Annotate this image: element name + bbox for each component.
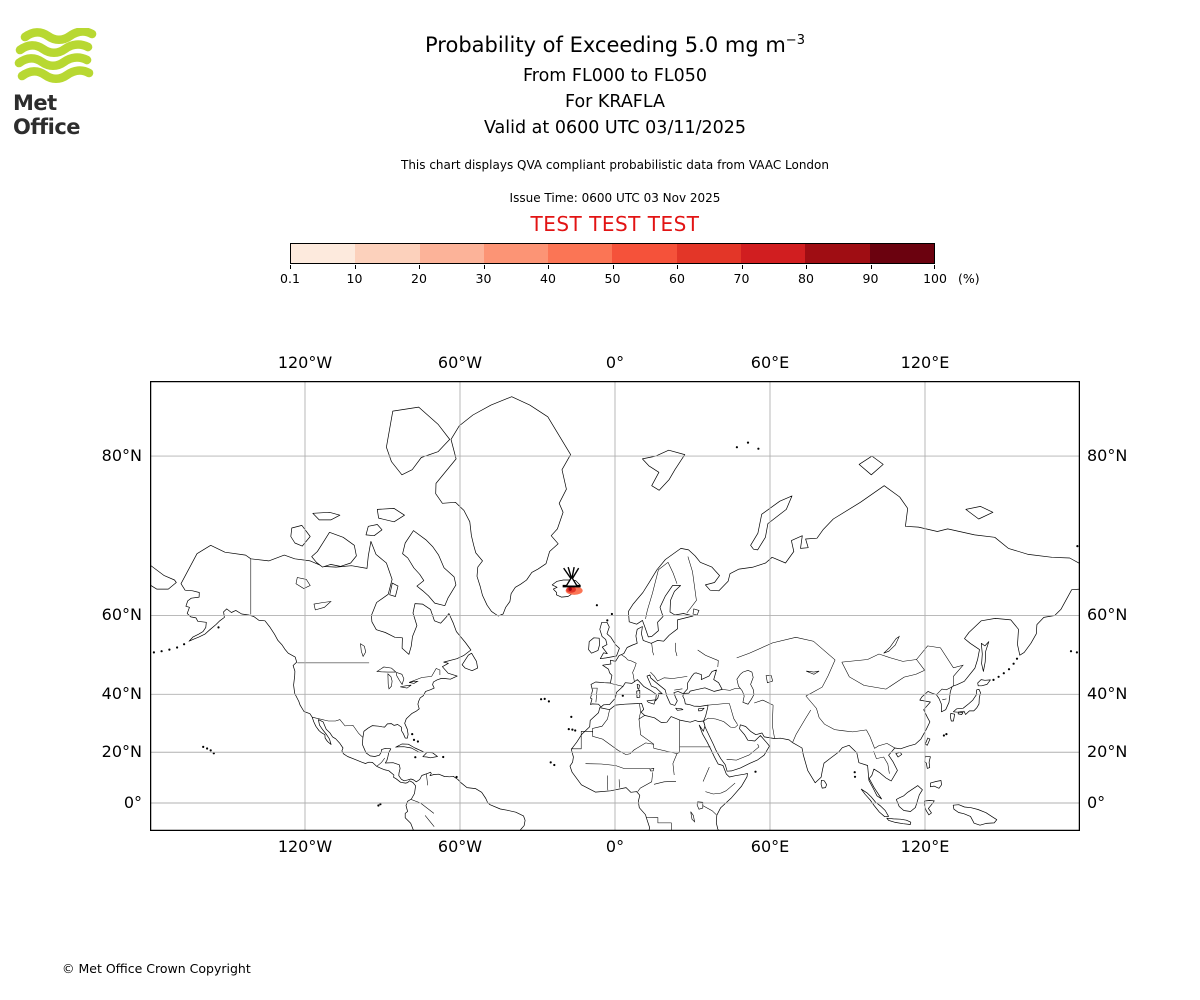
valid-time-line: Valid at 0600 UTC 03/11/2025	[483, 118, 747, 138]
country-borders	[250, 556, 964, 831]
met-office-waves-icon	[14, 27, 97, 84]
colorbar-segment	[548, 244, 613, 263]
coastlines	[150, 396, 1080, 831]
colorbar-tick	[548, 265, 549, 269]
colorbar-tick-label: 60	[669, 271, 685, 286]
colorbar-tick	[354, 265, 356, 269]
lat-label-left: 80°N	[101, 446, 142, 466]
colorbar-segment	[483, 244, 549, 263]
exceedance-probability-region	[565, 586, 583, 595]
lon-label-top: 120°W	[277, 353, 333, 372]
lon-label-bottom: 0°	[605, 837, 625, 856]
colorbar-strip	[290, 243, 935, 264]
colorbar-segment	[612, 244, 677, 263]
lon-label-bottom: 60°E	[750, 837, 790, 856]
colorbar-segment	[419, 244, 484, 263]
lat-label-left: 40°N	[101, 684, 142, 704]
colorbar-tick	[612, 265, 614, 269]
lat-label-right: 0°	[1087, 793, 1106, 812]
lon-label-top: 60°W	[437, 353, 483, 372]
colorbar-segment	[676, 244, 742, 263]
lon-label-bottom: 60°W	[437, 837, 483, 856]
lat-label-right: 60°N	[1087, 605, 1128, 625]
world-map	[150, 381, 1080, 831]
title-text: Probability of Exceeding 5.0 mg m	[425, 33, 786, 57]
flight-level-line: From FL000 to FL050	[522, 66, 708, 86]
colorbar-tick-label: 20	[411, 271, 427, 286]
colorbar-tick	[806, 265, 807, 269]
lat-label-right: 80°N	[1087, 446, 1128, 466]
issue-time: Issue Time: 0600 UTC 03 Nov 2025	[509, 191, 721, 205]
lon-label-bottom: 120°E	[900, 837, 950, 856]
lat-label-left: 60°N	[101, 605, 142, 625]
colorbar-tick	[419, 265, 420, 269]
lat-label-left: 20°N	[101, 742, 142, 762]
lon-label-top: 0°	[605, 353, 625, 372]
small-islands	[152, 441, 1079, 807]
probability-colorbar: (%) 0.1 10 20 30 40 50 60 70 80 90 100	[280, 243, 980, 288]
colorbar-unit-label: (%)	[958, 271, 980, 286]
graticule	[150, 381, 1080, 831]
colorbar-tick	[483, 265, 485, 269]
colorbar-tick-label: 50	[604, 271, 621, 286]
colorbar-tick	[677, 265, 678, 269]
colorbar-tick-label: 90	[862, 271, 879, 286]
colorbar-tick	[290, 265, 291, 269]
lon-label-top: 60°E	[750, 353, 790, 372]
copyright: © Met Office Crown Copyright	[62, 961, 251, 976]
colorbar-tick-label: 0.1	[280, 271, 300, 286]
colorbar-tick-label: 40	[540, 271, 556, 286]
volcano-eruption-icon	[562, 566, 581, 588]
met-office-logo: Met Office	[13, 27, 123, 139]
colorbar-tick-label: 30	[475, 271, 492, 286]
colorbar-segment	[805, 244, 870, 263]
chart-title: Probability of Exceeding 5.0 mg m−3	[150, 28, 1080, 58]
lat-label-left: 0°	[123, 793, 142, 812]
colorbar-segment	[869, 244, 934, 263]
lon-label-bottom: 120°W	[277, 837, 333, 856]
colorbar-tick-label: 80	[798, 271, 814, 286]
colorbar-tick	[934, 265, 935, 269]
colorbar-tick-label: 100	[923, 271, 947, 286]
logo-text: Met Office	[13, 91, 81, 139]
map-layers	[150, 381, 1080, 831]
lon-label-top: 120°E	[900, 353, 950, 372]
lakes	[295, 577, 900, 823]
colorbar-tick-label: 10	[346, 271, 363, 286]
map-frame	[150, 381, 1080, 831]
test-banner: TEST TEST TEST	[530, 212, 700, 236]
qva-note: This chart displays QVA compliant probab…	[401, 158, 829, 172]
colorbar-segment	[741, 244, 806, 263]
colorbar-tick	[870, 265, 872, 269]
title-exponent: −3	[785, 33, 805, 48]
volcano-line: For KRAFLA	[565, 92, 665, 112]
colorbar-tick	[741, 265, 743, 269]
colorbar-tick-label: 70	[733, 271, 750, 286]
lat-label-right: 20°N	[1087, 742, 1128, 762]
lat-label-right: 40°N	[1087, 684, 1128, 704]
colorbar-segment	[355, 244, 420, 263]
colorbar-segment	[291, 244, 356, 263]
